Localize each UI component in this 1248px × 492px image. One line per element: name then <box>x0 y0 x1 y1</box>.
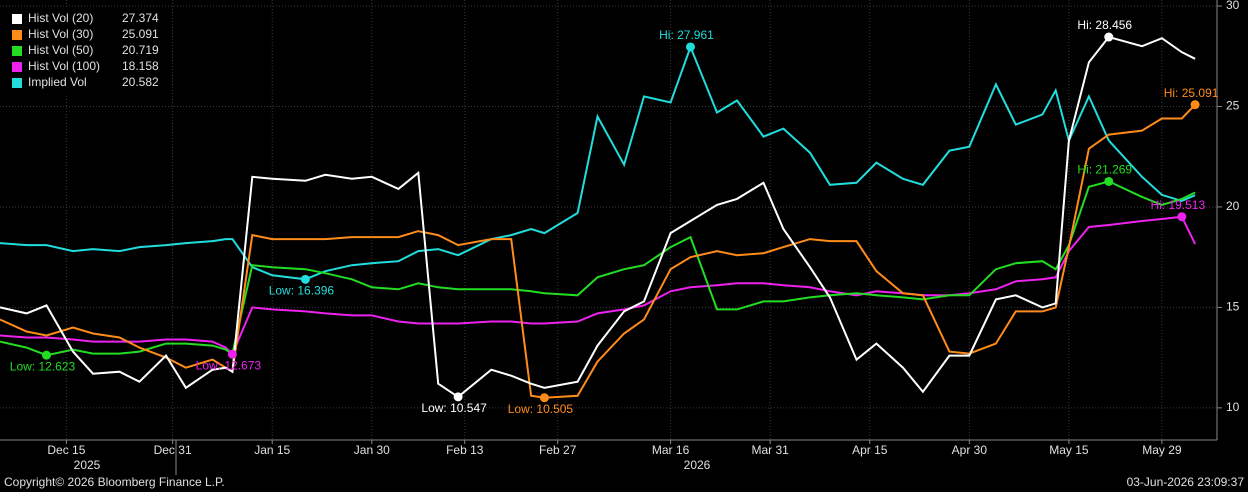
x-tick-label: Dec 31 <box>154 443 192 457</box>
x-tick-label: Apr 15 <box>852 443 888 457</box>
point-label: Low: 12.673 <box>196 358 262 372</box>
series-line <box>0 35 1196 399</box>
y-tick-label: 20 <box>1226 199 1240 213</box>
x-tick-label: Mar 31 <box>751 443 789 457</box>
point-marker <box>1190 100 1200 110</box>
point-label: Low: 10.547 <box>421 401 487 415</box>
x-tick-label: Jan 15 <box>254 443 290 457</box>
x-tick-label: Jan 30 <box>354 443 390 457</box>
x-tick-label: Feb 27 <box>539 443 577 457</box>
x-tick-label: Mar 16 <box>652 443 690 457</box>
x-tick-label: Feb 13 <box>446 443 484 457</box>
point-marker <box>453 392 463 402</box>
series-line <box>0 180 1196 357</box>
footer-copyright: Copyright© 2026 Bloomberg Finance L.P. <box>4 475 225 489</box>
y-tick-label: 25 <box>1226 99 1240 113</box>
legend-label: Hist Vol (50) <box>28 43 93 57</box>
point-label: Hi: 28.456 <box>1077 18 1132 32</box>
legend-swatch <box>12 30 22 40</box>
point-marker <box>1104 32 1114 42</box>
x-tick-label: May 15 <box>1049 443 1089 457</box>
legend-label: Implied Vol <box>28 75 87 89</box>
point-marker <box>1104 176 1114 186</box>
series-line <box>0 44 1196 281</box>
legend-label: Hist Vol (30) <box>28 27 93 41</box>
point-label: Hi: 25.091 <box>1164 86 1219 100</box>
legend-label: Hist Vol (20) <box>28 11 93 25</box>
year-label: 2026 <box>684 458 711 472</box>
series-line <box>0 215 1196 356</box>
point-label: Hi: 27.961 <box>659 28 714 42</box>
y-tick-label: 10 <box>1226 400 1240 414</box>
point-label: Hi: 21.269 <box>1077 163 1132 177</box>
point-label: Low: 12.623 <box>10 359 76 373</box>
x-tick-label: Dec 15 <box>47 443 85 457</box>
legend-value: 20.582 <box>122 75 159 89</box>
legend-swatch <box>12 62 22 72</box>
point-label: Low: 16.396 <box>269 284 335 298</box>
y-tick-label: 15 <box>1226 300 1240 314</box>
legend-value: 27.374 <box>122 11 159 25</box>
point-marker <box>685 42 695 52</box>
point-label: Low: 10.505 <box>508 402 574 416</box>
legend-value: 25.091 <box>122 27 159 41</box>
legend-swatch <box>12 14 22 24</box>
x-tick-label: Apr 30 <box>952 443 988 457</box>
point-marker <box>300 274 310 284</box>
legend-value: 18.158 <box>122 59 159 73</box>
footer-timestamp: 03-Jun-2026 23:09:37 <box>1127 475 1245 489</box>
legend-box <box>0 8 168 94</box>
point-marker <box>227 349 237 359</box>
legend-value: 20.719 <box>122 43 159 57</box>
series-line <box>0 104 1196 399</box>
year-label: 2025 <box>74 458 101 472</box>
legend-label: Hist Vol (100) <box>28 59 100 73</box>
legend-swatch <box>12 78 22 88</box>
point-marker <box>539 393 549 403</box>
point-marker <box>41 350 51 360</box>
y-tick-label: 30 <box>1226 0 1240 12</box>
legend-swatch <box>12 46 22 56</box>
point-label: Hi: 19.513 <box>1150 198 1205 212</box>
x-tick-label: May 29 <box>1142 443 1182 457</box>
point-marker <box>1177 212 1187 222</box>
